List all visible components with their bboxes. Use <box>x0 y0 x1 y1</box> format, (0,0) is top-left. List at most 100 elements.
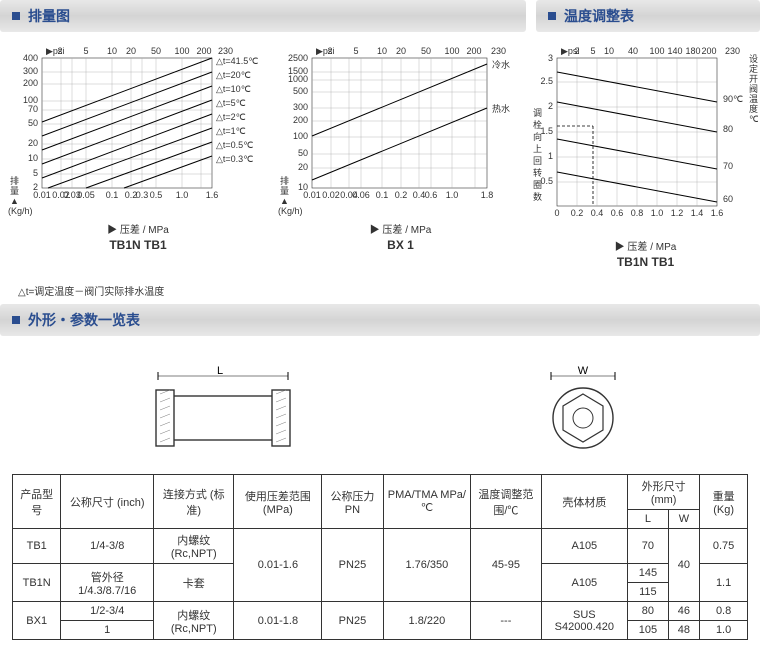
svg-text:栓: 栓 <box>533 119 542 130</box>
svg-text:1.6: 1.6 <box>206 190 219 200</box>
th-W: W <box>668 510 700 529</box>
svg-text:20: 20 <box>396 46 406 56</box>
svg-text:0.4: 0.4 <box>591 208 604 218</box>
spec-table-wrap: 产品型号 公称尺寸 (inch) 连接方式 (标准) 使用压差范围 (MPa) … <box>0 474 760 650</box>
bullet-icon <box>12 316 20 324</box>
th-temp: 温度调整范围/℃ <box>471 475 541 529</box>
svg-text:阀: 阀 <box>749 84 758 94</box>
svg-text:2: 2 <box>548 101 553 111</box>
th-conn: 连接方式 (标准) <box>154 475 234 529</box>
svg-text:排: 排 <box>280 175 289 186</box>
svg-text:圈: 圈 <box>533 180 542 190</box>
svg-text:10: 10 <box>377 46 387 56</box>
svg-text:热水: 热水 <box>492 103 510 114</box>
svg-text:100: 100 <box>649 46 664 56</box>
svg-text:230: 230 <box>218 46 233 56</box>
svg-text:70: 70 <box>28 104 38 114</box>
svg-text:140: 140 <box>667 46 682 56</box>
svg-text:△t=2℃: △t=2℃ <box>216 112 246 122</box>
svg-text:0.1: 0.1 <box>106 190 119 200</box>
svg-text:0.1: 0.1 <box>376 190 389 200</box>
chart2-model: BX 1 <box>278 238 523 252</box>
svg-text:0.5: 0.5 <box>540 176 553 186</box>
svg-text:2.5: 2.5 <box>540 76 553 86</box>
th-range: 使用压差范围 (MPa) <box>234 475 322 529</box>
svg-text:20: 20 <box>298 162 308 172</box>
svg-text:2500: 2500 <box>288 53 308 63</box>
svg-text:W: W <box>577 366 588 377</box>
svg-text:1500: 1500 <box>288 66 308 76</box>
svg-text:2: 2 <box>327 46 332 56</box>
svg-text:0: 0 <box>554 208 559 218</box>
svg-text:200: 200 <box>701 46 716 56</box>
svg-text:50: 50 <box>151 46 161 56</box>
svg-text:1.0: 1.0 <box>651 208 664 218</box>
svg-text:1.0: 1.0 <box>176 190 189 200</box>
th-wt: 重量 (Kg) <box>700 475 748 529</box>
chart3: 0.511.522.53 90℃807060 ▶psi 251040100140… <box>533 44 758 269</box>
svg-text:1.0: 1.0 <box>446 190 459 200</box>
svg-text:1.6: 1.6 <box>711 208 724 218</box>
svg-text:△t=41.5℃: △t=41.5℃ <box>216 56 258 66</box>
svg-text:△t=5℃: △t=5℃ <box>216 98 246 108</box>
svg-text:2: 2 <box>57 46 62 56</box>
svg-text:10: 10 <box>28 153 38 163</box>
th-pn: 公称压力 PN <box>322 475 383 529</box>
th-model: 产品型号 <box>13 475 61 529</box>
svg-text:180: 180 <box>685 46 700 56</box>
svg-text:向: 向 <box>533 131 542 142</box>
svg-text:℃: ℃ <box>749 114 758 124</box>
spec-table: 产品型号 公称尺寸 (inch) 连接方式 (标准) 使用压差范围 (MPa) … <box>12 474 748 640</box>
header-spec-text: 外形・参数一览表 <box>28 310 140 330</box>
th-dim: 外形尺寸 (mm) <box>628 475 700 510</box>
table-row: TB1 1/4-3/8 内螺纹 (Rc,NPT) 0.01-1.6 PN25 1… <box>13 529 748 564</box>
svg-text:0.01: 0.01 <box>33 190 51 200</box>
svg-text:5: 5 <box>590 46 595 56</box>
chart2-xlabel: ▶ 压差 / MPa <box>278 221 523 236</box>
svg-text:0.05: 0.05 <box>77 190 95 200</box>
svg-text:△t=20℃: △t=20℃ <box>216 70 251 80</box>
svg-text:△t=1℃: △t=1℃ <box>216 126 246 136</box>
svg-text:90℃: 90℃ <box>723 94 743 104</box>
svg-text:0.6: 0.6 <box>425 190 438 200</box>
diagram-L: L <box>128 366 318 456</box>
chart1: 2 5 10 20 50 70 100 200 300 400 ▶psi 251… <box>8 44 268 269</box>
svg-text:度: 度 <box>749 103 758 114</box>
svg-text:0.01: 0.01 <box>303 190 321 200</box>
chart1-xlabel: ▶ 压差 / MPa <box>8 221 268 236</box>
svg-text:回: 回 <box>533 156 542 166</box>
table-header-row: 产品型号 公称尺寸 (inch) 连接方式 (标准) 使用压差范围 (MPa) … <box>13 475 748 510</box>
svg-text:▲: ▲ <box>10 196 19 206</box>
th-mat: 壳体材质 <box>541 475 628 529</box>
table-row: BX1 1/2-3/4 内螺纹 (Rc,NPT) 0.01-1.8 PN25 1… <box>13 602 748 621</box>
th-size: 公称尺寸 (inch) <box>61 475 154 529</box>
svg-text:0.5: 0.5 <box>150 190 163 200</box>
svg-text:L: L <box>216 366 222 377</box>
svg-text:200: 200 <box>293 115 308 125</box>
svg-text:1.4: 1.4 <box>691 208 704 218</box>
svg-text:60: 60 <box>723 194 733 204</box>
svg-text:0.2: 0.2 <box>395 190 408 200</box>
svg-text:2: 2 <box>574 46 579 56</box>
svg-text:0.06: 0.06 <box>352 190 370 200</box>
svg-text:200: 200 <box>466 46 481 56</box>
svg-text:数: 数 <box>533 191 542 202</box>
svg-text:230: 230 <box>491 46 506 56</box>
svg-text:50: 50 <box>28 118 38 128</box>
svg-text:开: 开 <box>749 74 758 84</box>
svg-text:1.2: 1.2 <box>671 208 684 218</box>
svg-text:100: 100 <box>174 46 189 56</box>
svg-text:300: 300 <box>293 102 308 112</box>
svg-text:0.4: 0.4 <box>413 190 426 200</box>
svg-text:10: 10 <box>107 46 117 56</box>
chart3-svg: 0.511.522.53 90℃807060 ▶psi 251040100140… <box>533 44 758 236</box>
svg-text:5: 5 <box>83 46 88 56</box>
svg-text:上: 上 <box>533 144 542 154</box>
svg-text:1.8: 1.8 <box>481 190 494 200</box>
svg-text:温: 温 <box>749 94 758 104</box>
header-displacement: 排量图 <box>0 0 526 32</box>
svg-text:20: 20 <box>28 138 38 148</box>
svg-text:定: 定 <box>749 63 758 74</box>
svg-text:△t=0.5℃: △t=0.5℃ <box>216 140 253 150</box>
chart3-xlabel: ▶ 压差 / MPa <box>533 238 758 253</box>
